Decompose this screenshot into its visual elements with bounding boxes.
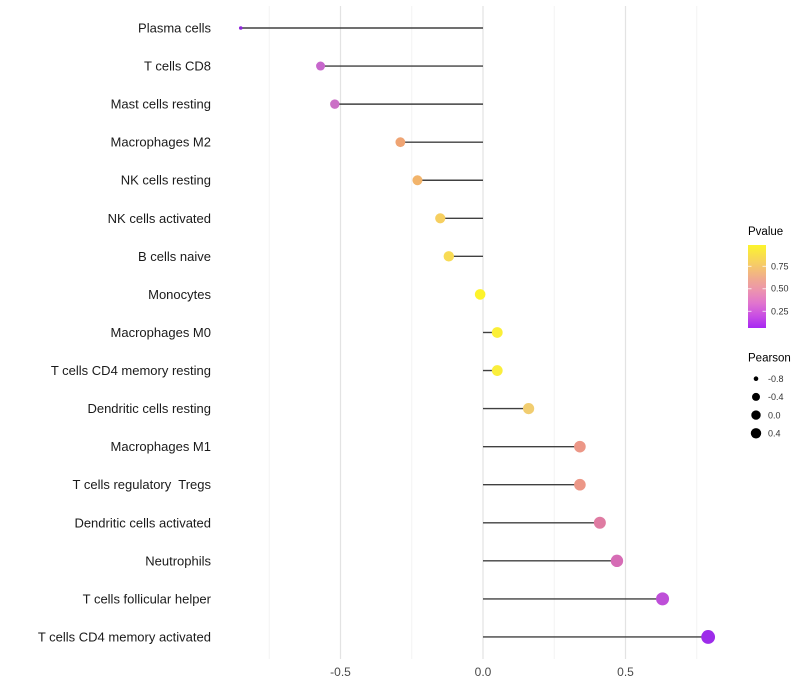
legend-size-label: -0.4 (768, 392, 784, 402)
lollipop-row: T cells CD8 (144, 59, 483, 74)
data-point (474, 289, 486, 300)
y-axis-label: Dendritic cells resting (87, 401, 211, 416)
y-axis-label: T cells CD8 (144, 59, 211, 74)
data-point (443, 251, 454, 262)
lollipop-row: T cells CD4 memory activated (38, 629, 716, 644)
data-point (574, 440, 586, 453)
x-tick-label: -0.5 (330, 665, 351, 679)
data-point (593, 516, 606, 529)
y-axis-label: T cells CD4 memory activated (38, 629, 211, 644)
lollipop-row: Dendritic cells activated (74, 515, 606, 530)
y-axis-label: Mast cells resting (111, 97, 211, 112)
legend-tick-label: 0.75 (771, 261, 789, 271)
legend-title-pearson: Pearson (748, 353, 791, 365)
legend-size-dot (751, 410, 761, 420)
y-axis-label: NK cells resting (121, 173, 211, 188)
lollipop-row: T cells regulatory Tregs (73, 477, 586, 492)
y-axis-label: NK cells activated (108, 211, 211, 226)
x-tick-label: 0.0 (475, 665, 492, 679)
legend-tick-label: 0.25 (771, 306, 789, 316)
data-point (330, 99, 340, 109)
legend-title-pvalue: Pvalue (748, 226, 783, 238)
y-axis-label: B cells naive (138, 249, 211, 264)
lollipop-row: T cells CD4 memory resting (51, 363, 503, 378)
y-axis-label: T cells regulatory Tregs (73, 477, 212, 492)
y-axis-label: Macrophages M0 (111, 325, 211, 340)
y-axis-label: Dendritic cells activated (74, 515, 211, 530)
data-point (491, 365, 503, 376)
x-axis: -0.5 0.0 0.5 (330, 665, 634, 679)
legend-gradient-bar (748, 245, 766, 328)
lollipop-row: Macrophages M0 (111, 325, 503, 340)
lollipop-row: Dendritic cells resting (87, 401, 535, 416)
legend-tick-label: 0.50 (771, 284, 789, 294)
x-tick-label: 0.5 (617, 665, 634, 679)
y-axis-label: Macrophages M1 (111, 439, 211, 454)
y-axis-label: T cells CD4 memory resting (51, 363, 211, 378)
legend-size-label: 0.0 (768, 410, 781, 420)
lollipop-row: T cells follicular helper (83, 591, 670, 606)
y-axis-label: Monocytes (148, 287, 211, 302)
lollipop-row: NK cells resting (121, 173, 483, 188)
data-point (523, 403, 535, 415)
data-point (491, 327, 503, 338)
lollipop-row: Macrophages M2 (111, 135, 483, 150)
pvalue-legend: Pvalue 0.75 0.50 0.25 (748, 226, 789, 328)
y-axis-label: Neutrophils (145, 553, 211, 568)
y-axis-label: T cells follicular helper (83, 591, 212, 606)
data-point (610, 554, 624, 568)
data-point (656, 592, 670, 606)
legend-size-dot (752, 392, 760, 401)
legend-size-dot (750, 428, 762, 439)
lollipop-row: NK cells activated (108, 211, 483, 226)
lollipop-row: Neutrophils (145, 553, 624, 568)
lollipop-row: Macrophages M1 (111, 439, 586, 454)
lollipop-row: Monocytes (148, 287, 486, 302)
pearson-legend: Pearson -0.8 -0.4 0.0 0.4 (748, 353, 791, 439)
data-point (574, 478, 586, 491)
data-point (412, 175, 423, 186)
legend-size-dot (753, 376, 759, 382)
data-point (395, 137, 406, 148)
data-point (316, 61, 326, 71)
legend-size-label: 0.4 (768, 429, 781, 439)
data-point (435, 213, 446, 224)
y-axis-label: Macrophages M2 (111, 135, 211, 150)
y-axis-label: Plasma cells (138, 21, 211, 36)
data-point (238, 26, 243, 30)
legend-size-label: -0.8 (768, 374, 784, 384)
lollipop-row: Plasma cells (138, 21, 483, 36)
data-point (701, 630, 716, 644)
lollipop-row: Mast cells resting (111, 97, 483, 112)
lollipop-row: B cells naive (138, 249, 483, 264)
